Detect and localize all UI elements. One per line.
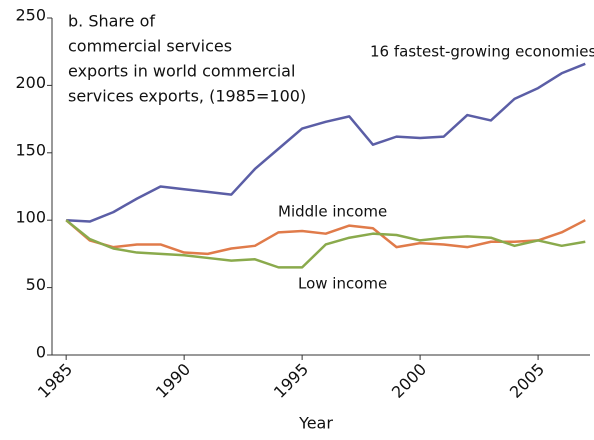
x-tick-label: 1985	[34, 360, 76, 402]
y-tick-label: 100	[15, 208, 46, 227]
y-tick-label: 200	[15, 73, 46, 92]
chart-title: exports in world commercial	[68, 62, 295, 81]
series-label: 16 fastest-growing economies	[370, 43, 594, 61]
x-tick-label: 2005	[506, 360, 548, 402]
series-label: Middle income	[278, 203, 387, 221]
x-axis-label: Year	[298, 414, 333, 433]
x-tick-label: 1990	[152, 360, 194, 402]
x-tick-label: 2000	[388, 360, 430, 402]
chart-title: services exports, (1985=100)	[68, 87, 306, 106]
series-label: Low income	[298, 275, 387, 293]
series-line	[65, 219, 586, 269]
y-tick-label: 0	[36, 343, 46, 362]
series-line	[65, 219, 586, 256]
chart-title: b. Share of	[68, 12, 155, 31]
y-tick-label: 250	[15, 6, 46, 25]
chart-title: commercial services	[68, 37, 232, 56]
y-tick-label: 150	[15, 140, 46, 159]
x-tick-label: 1995	[270, 360, 312, 402]
series-line	[66, 62, 586, 223]
y-tick-label: 50	[26, 275, 46, 294]
